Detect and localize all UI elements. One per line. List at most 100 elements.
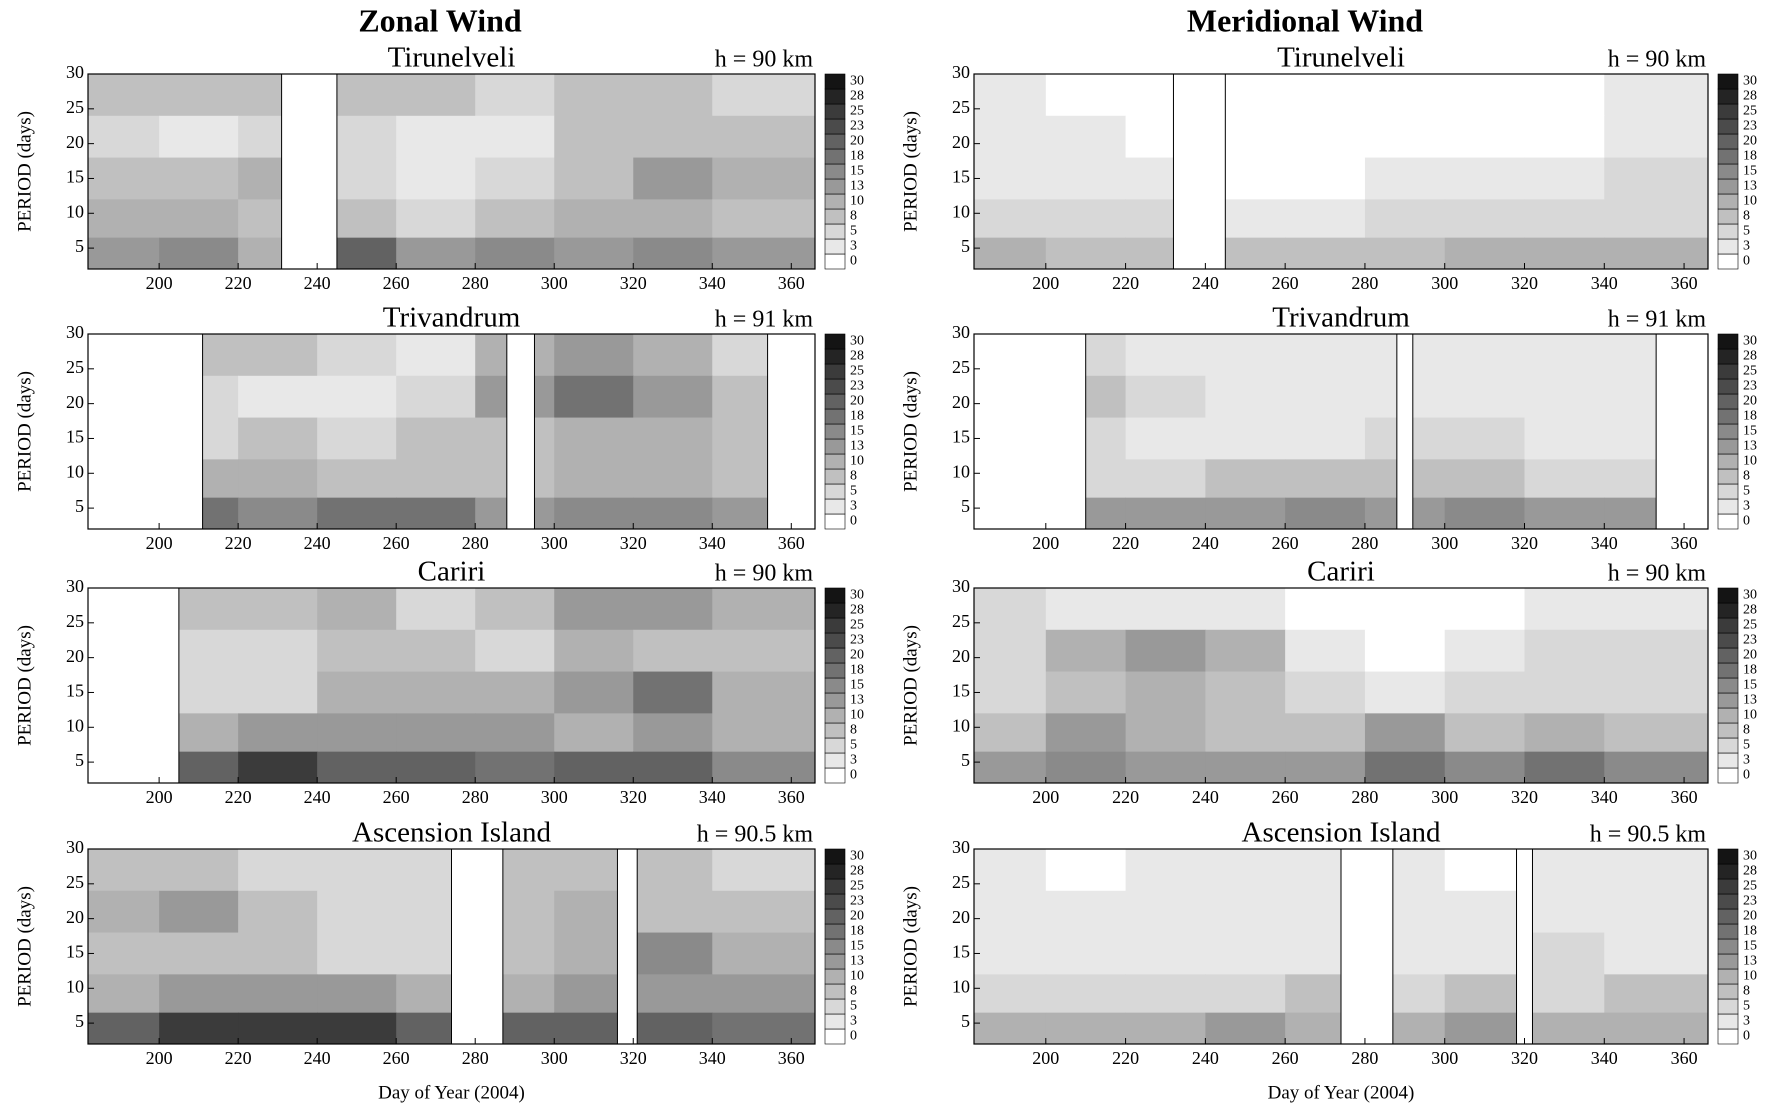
y-tick-label: 25 [66, 611, 84, 631]
colorbar-swatch [824, 178, 846, 195]
contour-cell [712, 713, 816, 753]
colorbar-swatch [824, 363, 846, 380]
y-tick-label: 20 [66, 646, 84, 666]
contour-cell [1045, 115, 1127, 159]
contour-cell [974, 932, 1047, 975]
contour-cell [1125, 417, 1206, 460]
contour-cell [1285, 334, 1366, 377]
x-tick-label: 280 [1351, 1048, 1378, 1068]
contour-cell [1364, 199, 1446, 239]
contour-cell [1125, 375, 1206, 419]
contour-cell [159, 1012, 239, 1045]
contour-cell [475, 629, 555, 673]
contour-cell [1444, 713, 1525, 753]
contour-cell [1524, 334, 1605, 377]
contour-cell [1125, 932, 1206, 975]
colorbar-label: 0 [850, 1029, 857, 1044]
colorbar-swatch [1717, 1028, 1739, 1045]
x-tick-label: 360 [1671, 787, 1698, 807]
contour-cell [554, 199, 634, 239]
x-tick-label: 360 [778, 1048, 805, 1068]
contour-cell [238, 417, 318, 460]
contour-cell [317, 849, 397, 892]
colorbar-swatch [824, 148, 846, 165]
contour-cell [1205, 890, 1286, 934]
colorbar-swatch [1717, 848, 1739, 865]
x-tick-label: 340 [1591, 273, 1618, 293]
column-header: Zonal Wind [358, 2, 522, 38]
contour-cell [1285, 459, 1366, 499]
colorbar-swatch [824, 408, 846, 425]
y-tick-label: 30 [66, 837, 84, 857]
contour-cell [475, 115, 555, 159]
colorbar-label: 20 [1743, 394, 1757, 409]
contour-cell [1125, 497, 1206, 530]
x-tick-label: 200 [146, 533, 173, 553]
contour-cell [1524, 497, 1605, 530]
contour-cell [974, 115, 1047, 159]
y-tick-label: 30 [66, 62, 84, 82]
colorbar-label: 3 [850, 1014, 857, 1029]
colorbar-swatch [824, 1028, 846, 1045]
colorbar-label: 8 [850, 469, 857, 484]
y-tick-label: 5 [75, 1011, 84, 1031]
contour-cell [633, 974, 713, 1014]
contour-cell [1524, 932, 1605, 975]
x-axis-label: Day of Year (2004) [378, 1082, 525, 1103]
contour-cell [1285, 74, 1366, 117]
contour-cell [1125, 588, 1206, 631]
contour-cell [974, 588, 1047, 631]
contour-cell [238, 849, 318, 892]
colorbar-label: 8 [1743, 984, 1750, 999]
contour-cell [554, 751, 634, 784]
x-tick-label: 200 [1032, 1048, 1059, 1068]
x-tick-label: 320 [1511, 787, 1538, 807]
colorbar-swatch [824, 923, 846, 940]
x-tick-label: 320 [620, 273, 647, 293]
colorbar-label: 30 [1743, 74, 1757, 89]
contour-cell [712, 629, 816, 673]
colorbar-swatch [1717, 953, 1739, 970]
plot-frame [87, 587, 816, 784]
colorbar-label: 23 [850, 633, 864, 648]
y-axis-label: PERIOD (days) [14, 625, 35, 746]
contour-cell [396, 334, 476, 377]
x-tick-label: 320 [620, 787, 647, 807]
contour-cell [1285, 671, 1366, 714]
colorbar-swatch [1717, 208, 1739, 225]
contour-cell [317, 459, 397, 499]
x-tick-label: 200 [1032, 273, 1059, 293]
x-tick-label: 260 [383, 533, 410, 553]
contour-cell [317, 890, 397, 934]
colorbar-label: 5 [1743, 484, 1750, 499]
x-tick-label: 260 [383, 273, 410, 293]
y-tick-label: 5 [961, 1011, 970, 1031]
contour-cell [1205, 671, 1286, 714]
colorbar-label: 30 [850, 74, 864, 89]
contour-cell [1125, 459, 1206, 499]
colorbar-swatch [824, 767, 846, 784]
colorbar-label: 20 [850, 909, 864, 924]
colorbar-swatch [824, 88, 846, 105]
colorbar-label: 30 [850, 588, 864, 603]
contour-cell [1444, 751, 1525, 784]
colorbar-swatch [1717, 968, 1739, 985]
contour-cell [317, 974, 397, 1014]
colorbar-swatch [1717, 863, 1739, 880]
contour-cell [396, 237, 476, 270]
contour-cell [1125, 849, 1206, 892]
y-axis-label: PERIOD (days) [14, 111, 35, 232]
x-tick-label: 320 [1511, 533, 1538, 553]
colorbar-swatch [1717, 453, 1739, 470]
colorbar-swatch [1717, 163, 1739, 180]
contour-cell [1444, 334, 1525, 377]
colorbar-swatch [824, 118, 846, 135]
colorbar-label: 13 [1743, 179, 1757, 194]
panel-subtitle: h = 90.5 km [1590, 822, 1707, 848]
colorbar-label: 0 [1743, 1029, 1750, 1044]
y-tick-label: 5 [75, 236, 84, 256]
contour-cell [159, 115, 239, 159]
colorbar-label: 23 [850, 379, 864, 394]
contour-cell [1444, 1012, 1525, 1045]
y-tick-label: 25 [66, 97, 84, 117]
